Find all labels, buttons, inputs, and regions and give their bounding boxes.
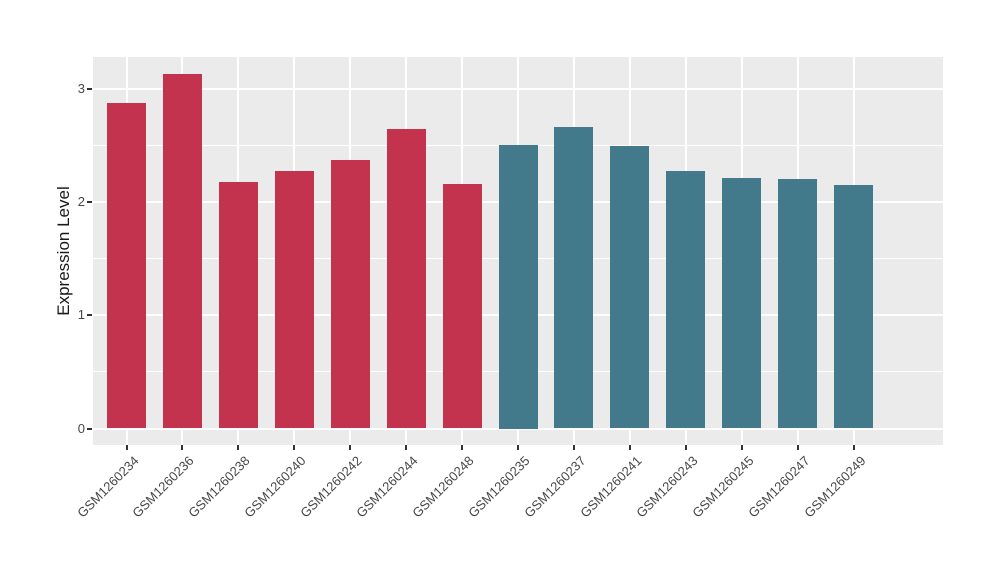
y-tick-mark	[87, 427, 92, 430]
x-tick-mark	[461, 445, 464, 450]
y-tick-label: 2	[77, 193, 85, 209]
bar-GSM1260249	[834, 184, 874, 429]
y-tick-mark	[87, 314, 92, 317]
bar-GSM1260237	[554, 127, 594, 429]
bar-GSM1260247	[778, 179, 818, 429]
x-tick-label: GSM1260249	[800, 453, 869, 521]
x-tick-mark	[237, 445, 240, 450]
y-tick-label: 3	[77, 80, 85, 96]
x-tick-mark	[125, 445, 128, 450]
y-tick-label: 1	[77, 307, 85, 323]
y-tick-mark	[87, 87, 92, 90]
bar-GSM1260244	[386, 129, 426, 429]
bar-GSM1260234	[107, 103, 147, 429]
bar-GSM1260248	[442, 183, 482, 429]
x-tick-mark	[572, 445, 575, 450]
x-tick-mark	[852, 445, 855, 450]
bar-GSM1260241	[610, 146, 650, 429]
x-tick-mark	[517, 445, 519, 450]
x-tick-mark	[796, 445, 799, 450]
x-tick-mark	[349, 445, 352, 450]
bar-GSM1260236	[162, 73, 202, 429]
y-axis-title: Expression Level	[54, 186, 73, 316]
y-tick-mark	[87, 200, 92, 203]
x-tick-mark	[181, 445, 184, 450]
bar-GSM1260238	[218, 181, 258, 429]
y-tick-label: 0	[77, 420, 85, 436]
x-tick-mark	[405, 445, 408, 450]
x-tick-mark	[293, 445, 296, 450]
x-tick-mark	[684, 445, 687, 450]
plot-panel	[93, 57, 943, 445]
bar-GSM1260243	[666, 171, 706, 429]
x-tick-mark	[628, 445, 631, 450]
x-tick-mark	[740, 445, 743, 450]
bar-GSM1260235	[498, 145, 538, 429]
bar-GSM1260242	[330, 159, 370, 429]
bar-GSM1260240	[274, 171, 314, 429]
bar-GSM1260245	[722, 178, 762, 429]
